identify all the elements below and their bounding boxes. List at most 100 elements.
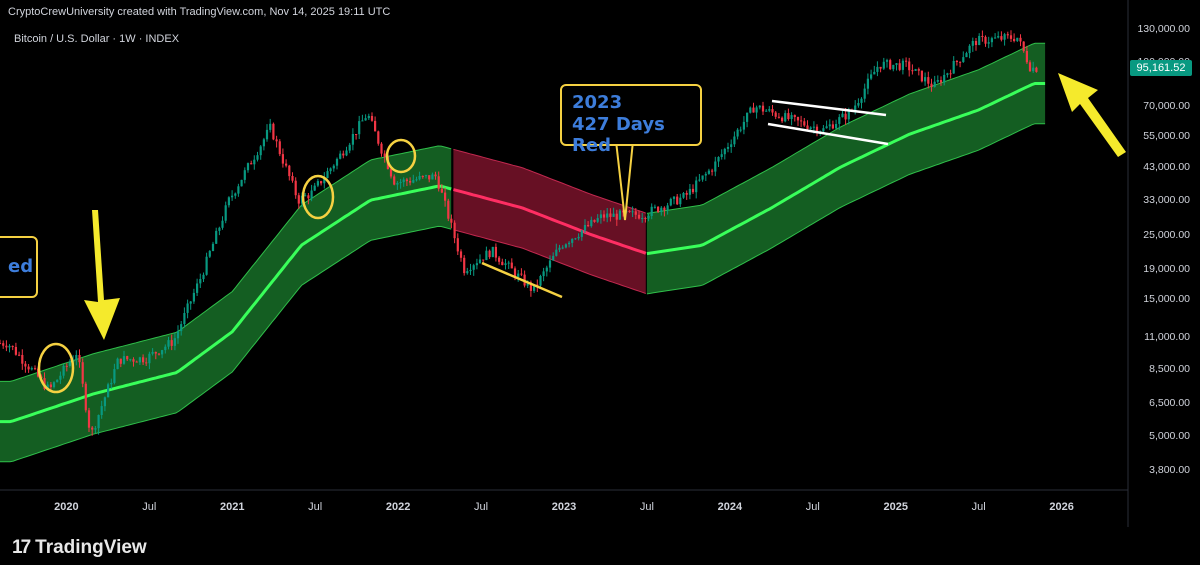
- candle: [52, 381, 56, 389]
- candle-body: [87, 410, 91, 428]
- candle-body: [615, 213, 618, 220]
- candle-body: [720, 154, 723, 157]
- candle-body: [100, 406, 103, 415]
- candle-body: [822, 128, 825, 132]
- candle: [905, 57, 908, 67]
- annotation-fragment: ed: [8, 256, 34, 277]
- candle-body: [1035, 67, 1038, 72]
- candle-body: [453, 222, 456, 239]
- candle: [307, 193, 310, 205]
- candle-body: [2, 343, 5, 346]
- candle: [1000, 31, 1003, 42]
- candle-body: [685, 193, 688, 195]
- candle-body: [742, 121, 745, 130]
- candle: [520, 268, 523, 277]
- candle: [145, 357, 148, 366]
- candle: [822, 125, 825, 133]
- candle-body: [809, 127, 812, 129]
- candle-body: [250, 163, 253, 165]
- candle: [364, 114, 367, 121]
- candle: [647, 214, 650, 222]
- candle-body: [24, 363, 27, 367]
- candle: [116, 357, 119, 370]
- candle-body: [291, 176, 294, 181]
- candle: [224, 201, 227, 224]
- annotation-box-partial: ed: [0, 236, 38, 298]
- candle: [355, 134, 358, 140]
- candle: [138, 356, 141, 365]
- candle: [463, 255, 466, 276]
- candle-body: [517, 273, 520, 277]
- candle: [196, 278, 199, 296]
- candle-body: [491, 246, 494, 258]
- candle: [424, 174, 428, 179]
- candle: [981, 30, 984, 42]
- price-axis-label: 3,800.00: [1149, 464, 1190, 476]
- price-axis-label: 33,000.00: [1143, 194, 1190, 207]
- candle: [132, 357, 135, 367]
- candle: [1032, 61, 1035, 73]
- candle: [510, 258, 513, 269]
- tradingview-logo[interactable]: 17 TradingView: [12, 537, 147, 559]
- candle-body: [955, 61, 958, 62]
- candle: [358, 115, 361, 139]
- candle: [701, 175, 704, 182]
- candle-body: [870, 74, 873, 79]
- candle-body: [68, 362, 71, 366]
- candle: [885, 58, 889, 68]
- candle: [841, 111, 844, 118]
- candle-body: [905, 60, 908, 62]
- candle: [577, 233, 580, 241]
- band-center-line: [453, 188, 647, 255]
- candle-body: [202, 274, 205, 280]
- candle-body: [215, 230, 218, 244]
- price-chart[interactable]: [0, 0, 1200, 527]
- candle: [91, 426, 94, 436]
- candle: [1028, 60, 1032, 72]
- candle-body: [739, 129, 742, 131]
- arrow-down-icon: [84, 210, 120, 340]
- candle-body: [790, 115, 793, 119]
- candle-body: [838, 117, 841, 124]
- candle-body: [949, 73, 952, 75]
- candle-body: [701, 175, 704, 180]
- candle: [666, 202, 669, 215]
- candle: [962, 51, 965, 63]
- time-axis-label: 2023: [551, 501, 577, 513]
- candle: [84, 381, 87, 413]
- candle: [380, 142, 383, 157]
- candle: [24, 361, 27, 373]
- candle-body: [78, 355, 81, 363]
- candle-body: [882, 61, 885, 69]
- time-axis-label: Jul: [971, 501, 986, 513]
- candle: [695, 176, 698, 199]
- candle: [192, 288, 195, 304]
- candle-body: [332, 165, 335, 169]
- candle: [326, 167, 329, 179]
- candle-body: [933, 81, 936, 87]
- candle-body: [831, 124, 834, 129]
- candle: [488, 249, 491, 259]
- candle-body: [199, 279, 202, 284]
- annotation-overlays: [37, 73, 1126, 394]
- candle-body: [647, 216, 650, 219]
- candle: [542, 267, 545, 282]
- candle: [800, 115, 803, 128]
- candle-body: [463, 257, 466, 274]
- candle: [478, 254, 482, 264]
- candle-body: [231, 195, 234, 198]
- candle: [784, 110, 787, 123]
- candle: [78, 349, 81, 368]
- candles: [0, 30, 1038, 436]
- candle-body: [879, 66, 882, 69]
- candle-body: [784, 113, 787, 122]
- candle-body: [30, 368, 33, 370]
- candle-body: [234, 193, 237, 196]
- candle: [304, 193, 307, 197]
- candle-body: [892, 64, 895, 70]
- candle-body: [478, 259, 482, 264]
- candle: [459, 249, 463, 262]
- candle: [110, 378, 113, 389]
- candle-body: [246, 163, 250, 171]
- candle-body: [663, 207, 666, 211]
